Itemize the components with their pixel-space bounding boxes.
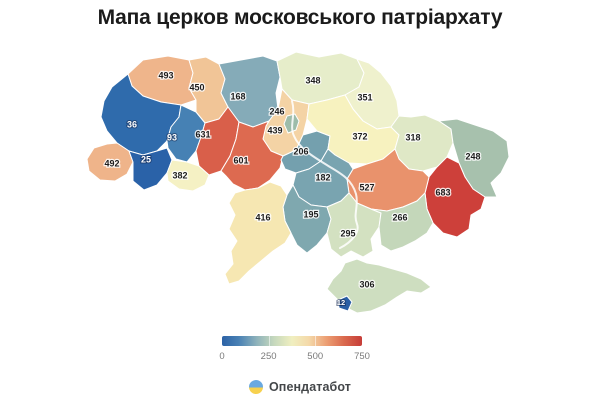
region-value-donetsk: 683 bbox=[435, 187, 450, 197]
region-value-mykolaiv: 195 bbox=[303, 209, 318, 219]
region-value-sumy: 351 bbox=[357, 92, 372, 102]
region-value-kyiv-city: 246 bbox=[269, 106, 284, 116]
region-value-luhansk: 248 bbox=[465, 151, 480, 161]
dnipro-river bbox=[291, 100, 359, 249]
region-vinnytsia bbox=[220, 120, 284, 191]
region-value-dnipropetrovsk: 527 bbox=[359, 182, 374, 192]
region-value-ivano-frankivsk: 25 bbox=[141, 154, 151, 164]
region-value-zhytomyr: 168 bbox=[230, 91, 245, 101]
legend-tick-0: 0 bbox=[219, 351, 225, 362]
legend-tick-labels: 0 250 500 750 bbox=[219, 351, 370, 365]
region-value-odesa: 416 bbox=[255, 212, 270, 222]
legend-tick-500: 500 bbox=[307, 351, 324, 362]
region-chernivtsi bbox=[166, 159, 210, 192]
region-ternopil bbox=[166, 104, 206, 163]
region-value-kherson: 295 bbox=[340, 228, 355, 238]
region-value-zaporizhzhia: 266 bbox=[392, 212, 407, 222]
region-value-chernivtsi: 382 bbox=[172, 170, 187, 180]
legend-gradient-bar bbox=[222, 336, 362, 346]
region-value-crimea: 306 bbox=[359, 279, 374, 289]
region-odesa bbox=[224, 181, 292, 285]
region-value-zakarpattia: 492 bbox=[104, 158, 119, 168]
region-value-poltava: 372 bbox=[352, 131, 367, 141]
brand-name: Опендатабот bbox=[268, 380, 351, 394]
region-luhansk bbox=[438, 118, 510, 198]
region-zaporizhzhia bbox=[370, 192, 434, 252]
region-kherson bbox=[326, 192, 382, 258]
legend-tick-750: 750 bbox=[354, 351, 370, 362]
page-title: Мапа церков московського патріархату bbox=[97, 6, 503, 29]
region-value-volyn: 493 bbox=[158, 70, 173, 80]
region-sevastopol bbox=[337, 295, 353, 312]
brand-footer: Опендатабот bbox=[0, 380, 600, 394]
region-value-rivne: 450 bbox=[189, 82, 204, 92]
region-value-cherkasy: 206 bbox=[293, 146, 308, 156]
opendatabot-logo-icon bbox=[248, 380, 263, 394]
region-value-lviv: 36 bbox=[127, 119, 137, 129]
region-value-vinnytsia: 601 bbox=[233, 155, 248, 165]
region-crimea bbox=[326, 258, 432, 314]
region-value-kharkiv: 318 bbox=[405, 132, 420, 142]
legend-tick-250: 250 bbox=[260, 351, 277, 362]
region-value-kirovohrad: 182 bbox=[315, 172, 330, 182]
region-value-sevastopol: 12 bbox=[337, 298, 345, 307]
region-value-chernihiv: 348 bbox=[305, 75, 320, 85]
region-value-kyiv-oblast: 439 bbox=[267, 125, 282, 135]
legend-tick-mark bbox=[315, 336, 317, 346]
region-value-khmelnytskyi: 631 bbox=[195, 129, 210, 139]
color-legend: 0 250 500 750 bbox=[219, 336, 370, 365]
legend-tick-mark bbox=[268, 336, 270, 346]
region-value-ternopil: 93 bbox=[167, 132, 177, 142]
